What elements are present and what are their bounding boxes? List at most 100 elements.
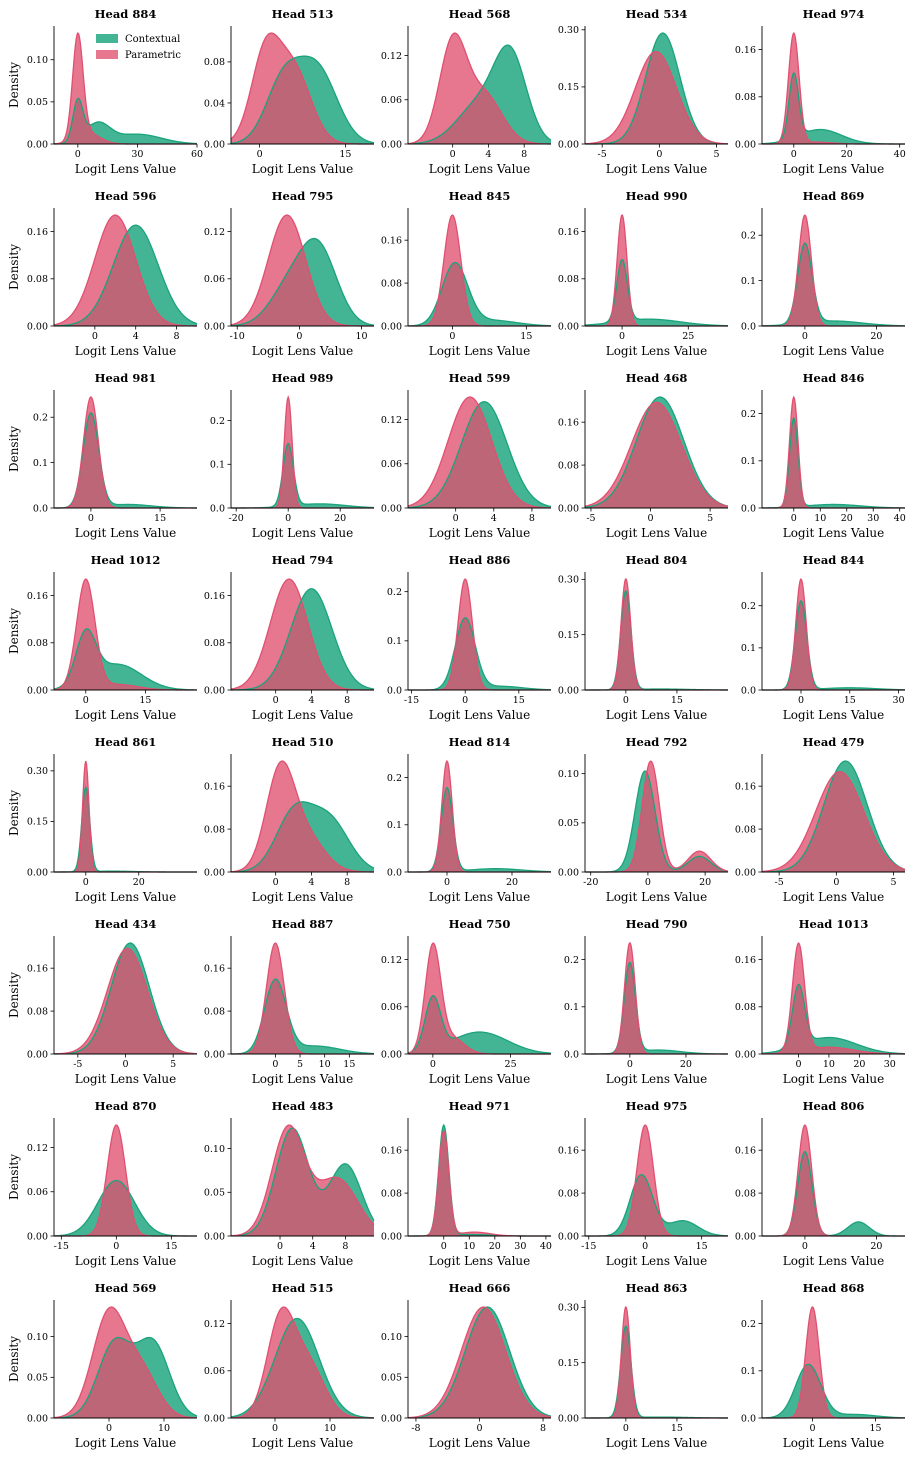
y-tick-label: 0.00 xyxy=(558,867,579,878)
x-tick-label: 4 xyxy=(485,149,491,160)
contextual-density-area xyxy=(231,979,374,1054)
x-axis-label: Logit Lens Value xyxy=(252,1436,354,1450)
x-tick-label: 30 xyxy=(514,1241,526,1252)
y-tick-label: 0.16 xyxy=(204,591,225,602)
contextual-density-area xyxy=(762,418,905,508)
x-axis-label: Logit Lens Value xyxy=(429,1254,531,1268)
y-tick-label: 0.12 xyxy=(204,227,225,238)
y-tick-label: 0.00 xyxy=(27,1413,48,1424)
y-tick-label: 0.16 xyxy=(27,963,48,974)
parametric-density-area xyxy=(54,1307,197,1418)
x-tick-label: -5 xyxy=(775,877,784,888)
y-tick-label: 0.16 xyxy=(735,45,756,56)
x-tick-label: 15 xyxy=(513,695,525,706)
y-tick-label: 0.16 xyxy=(558,417,579,428)
parametric-density-line xyxy=(585,1306,728,1419)
panel-title: Head 599 xyxy=(449,371,511,385)
x-axis-label: Logit Lens Value xyxy=(429,526,531,540)
x-tick-label: 5 xyxy=(707,513,713,524)
parametric-density-area xyxy=(762,579,905,690)
panel-title: Head 534 xyxy=(626,7,688,21)
y-axis-label: Density xyxy=(7,972,21,1018)
panel: Head 989 -20 0 20 0.0 0.1 0.2 Logit Lens Value xyxy=(210,371,375,540)
x-tick-label: 5 xyxy=(714,149,720,160)
x-tick-label: 0 xyxy=(623,695,629,706)
x-tick-label: 40 xyxy=(894,513,906,524)
contextual-density-line xyxy=(407,401,552,509)
x-tick-label: -20 xyxy=(229,513,244,524)
x-axis-label: Logit Lens Value xyxy=(252,708,354,722)
contextual-density-area xyxy=(408,1125,551,1236)
parametric-density-line xyxy=(231,395,374,509)
y-tick-label: 0.00 xyxy=(204,1413,225,1424)
y-tick-label: 0.16 xyxy=(381,235,402,246)
x-tick-label: 0 xyxy=(833,877,839,888)
panel: Head 468 -5 0 5 0.00 0.08 0.16 Logit Lens Value xyxy=(558,371,729,540)
panel-title: Head 1013 xyxy=(799,917,869,931)
y-tick-label: 0.06 xyxy=(381,95,402,106)
x-tick-label: 15 xyxy=(343,1059,355,1070)
x-axis-label: Logit Lens Value xyxy=(75,1072,177,1086)
y-tick-label: 0.00 xyxy=(27,867,48,878)
contextual-density-line xyxy=(761,760,906,873)
parametric-density-area xyxy=(762,1125,905,1236)
y-tick-label: 0.0 xyxy=(387,867,402,878)
x-axis-label: Logit Lens Value xyxy=(75,1436,177,1450)
y-tick-label: 0.00 xyxy=(204,1049,225,1060)
x-axis-label: Logit Lens Value xyxy=(429,1436,531,1450)
y-tick-label: 0.15 xyxy=(27,817,48,828)
y-tick-label: 0.16 xyxy=(735,781,756,792)
contextual-density-line xyxy=(761,1363,906,1419)
parametric-density-line xyxy=(408,214,551,327)
parametric-density-area xyxy=(585,943,728,1054)
contextual-density-line xyxy=(54,97,198,145)
x-axis-label: Logit Lens Value xyxy=(606,1072,708,1086)
x-tick-label: 4 xyxy=(308,877,314,888)
y-axis-label: Density xyxy=(7,1336,21,1382)
y-tick-label: 0.12 xyxy=(381,955,402,966)
x-axis-label: Logit Lens Value xyxy=(252,1254,354,1268)
panel-title: Head 846 xyxy=(803,371,865,385)
x-tick-label: 4 xyxy=(133,331,139,342)
y-tick-label: 0.10 xyxy=(27,55,48,66)
parametric-density-line xyxy=(230,578,374,691)
y-tick-label: 0.0 xyxy=(33,503,48,514)
parametric-density-line xyxy=(584,50,729,145)
legend-label-contextual: Contextual xyxy=(125,34,180,45)
y-tick-label: 0.0 xyxy=(741,503,756,514)
y-tick-label: 0.2 xyxy=(741,1319,756,1330)
parametric-density-line xyxy=(761,770,906,873)
x-tick-label: 0 xyxy=(106,1423,112,1434)
y-tick-label: 0.00 xyxy=(735,1049,756,1060)
parametric-density-area xyxy=(231,1307,374,1418)
legend-swatch-parametric xyxy=(96,50,118,59)
x-tick-label: 4 xyxy=(310,1241,316,1252)
y-tick-label: 0.00 xyxy=(27,139,48,150)
parametric-density-area xyxy=(231,761,374,872)
panel-title: Head 869 xyxy=(803,189,865,203)
y-tick-label: 0.2 xyxy=(741,231,756,242)
x-tick-label: 10 xyxy=(158,1423,170,1434)
contextual-density-area xyxy=(585,1326,728,1418)
panel: Head 596 0 4 8 0.00 0.08 0.16 Logit Lens Value D… xyxy=(7,189,198,358)
x-tick-label: 0 xyxy=(791,149,797,160)
panel: Head 569 0 10 0.00 0.05 0.10 Logit Lens Value D… xyxy=(7,1281,198,1450)
y-tick-label: 0.15 xyxy=(558,82,579,93)
y-tick-label: 0.00 xyxy=(27,1231,48,1242)
x-tick-label: 5 xyxy=(297,1059,303,1070)
panel: Head 886 -15 0 15 0.0 0.1 0.2 Logit Lens Value xyxy=(387,553,552,722)
x-tick-label: 0 xyxy=(476,1423,482,1434)
contextual-density-area xyxy=(762,600,905,690)
y-tick-label: 0.30 xyxy=(558,1303,579,1314)
y-tick-label: 0.1 xyxy=(564,1002,579,1013)
y-tick-label: 0.08 xyxy=(204,824,225,835)
y-tick-label: 0.2 xyxy=(33,413,48,424)
x-tick-label: 4 xyxy=(491,513,497,524)
x-tick-label: 0 xyxy=(791,513,797,524)
x-tick-label: 8 xyxy=(344,877,350,888)
y-tick-label: 0.08 xyxy=(558,460,579,471)
panel-title: Head 845 xyxy=(449,189,511,203)
x-axis-label: Logit Lens Value xyxy=(606,526,708,540)
y-tick-label: 0.00 xyxy=(558,503,579,514)
parametric-density-area xyxy=(231,33,374,144)
